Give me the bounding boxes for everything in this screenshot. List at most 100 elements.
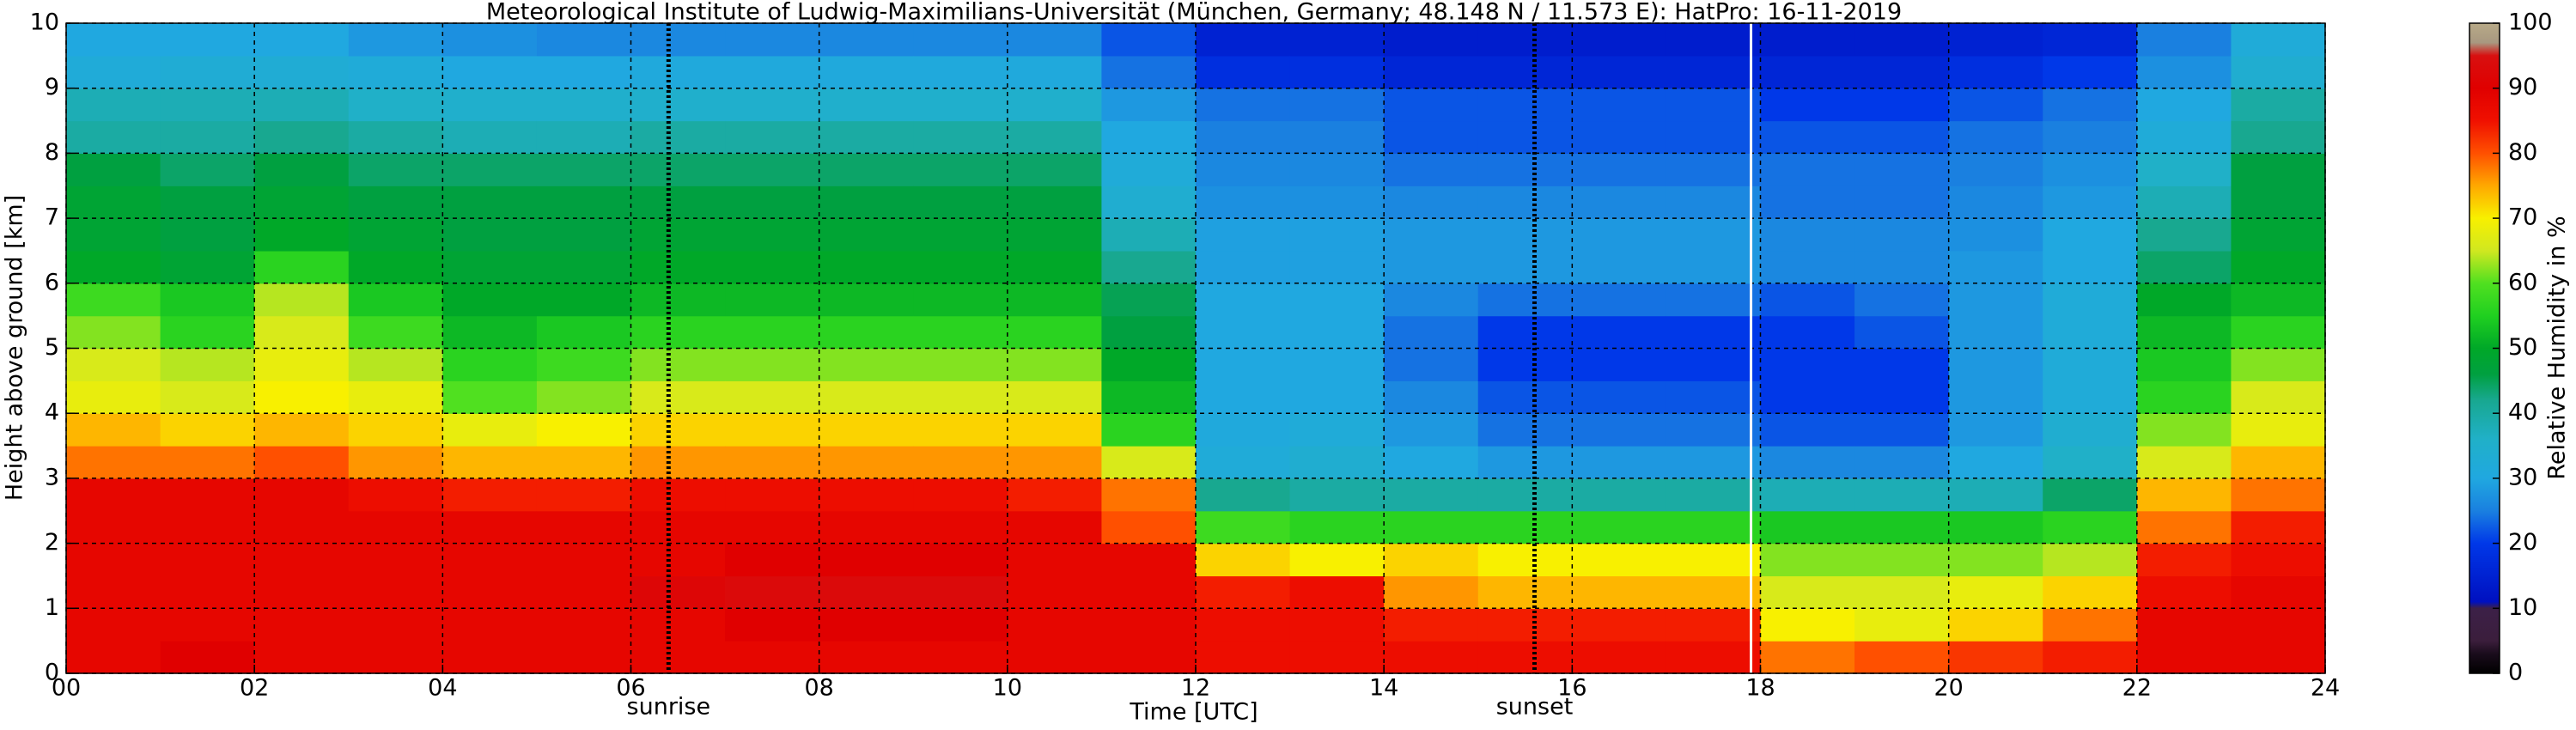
heatmap-cell [2043,283,2138,317]
heatmap-cell [66,641,161,674]
heatmap-cell [2136,348,2232,381]
heatmap-cell [1007,315,1103,350]
heatmap-cell [1196,218,1291,252]
heatmap-cell [913,23,1008,57]
heatmap-cell [2136,283,2232,317]
x-tick-label: 24 [2311,675,2340,702]
heatmap-cell [630,88,726,122]
heatmap-cell [630,413,726,447]
heatmap-cell [348,608,443,642]
heatmap-cell [1948,478,2043,512]
heatmap-cell [819,120,914,154]
heatmap-cell [630,543,726,577]
heatmap-cell [1384,510,1479,544]
heatmap-cell [725,641,820,674]
heatmap-cell [725,250,820,284]
heatmap-cell [348,186,443,219]
heatmap-cell [1196,608,1291,642]
heatmap-cell [1289,283,1385,317]
y-tick-label: 8 [45,139,59,166]
heatmap-cell [1666,315,1762,350]
heatmap-cell [160,153,255,186]
heatmap-cell [1666,186,1762,219]
heatmap-cell [2043,120,2138,154]
heatmap-cell [1760,283,1855,317]
heatmap-cell [1477,120,1573,154]
heatmap-cell [536,413,632,447]
heatmap-cell [536,641,632,674]
heatmap-cell [1101,478,1197,512]
x-tick-label: 08 [804,675,833,702]
heatmap-cell [2231,478,2326,512]
heatmap-cell [1572,250,1667,284]
y-tick-label: 4 [45,399,59,426]
heatmap-cell [913,608,1008,642]
heatmap-cell [1196,348,1291,381]
heatmap-cell [1760,380,1855,414]
heatmap-cell [819,380,914,414]
heatmap-cell [913,315,1008,350]
heatmap-cell [160,575,255,609]
heatmap-cell [1948,315,2043,350]
heatmap-cell [66,250,161,284]
y-tick-label: 6 [45,269,59,295]
heatmap-cell [1760,608,1855,642]
heatmap-cell [630,55,726,89]
heatmap-cell [442,380,538,414]
heatmap-cell [254,510,350,544]
heatmap-cell [2043,413,2138,447]
heatmap-cell [1948,348,2043,381]
heatmap-cell [2043,250,2138,284]
plot-frame [65,22,2326,674]
heatmap-cell [2231,153,2326,186]
heatmap-cell [2136,575,2232,609]
heatmap-cell [348,153,443,186]
heatmap-cell [725,218,820,252]
heatmap-cell [1196,446,1291,479]
heatmap-cell [1101,23,1197,57]
heatmap-cell [1007,153,1103,186]
x-tick-label: 16 [1557,675,1586,702]
heatmap-cell [1101,218,1197,252]
heatmap-cell [1948,250,2043,284]
heatmap-cell [536,218,632,252]
heatmap-cell [160,120,255,154]
colorbar-tick-label: 20 [2508,529,2537,556]
heatmap-cell [913,380,1008,414]
heatmap-cell [442,413,538,447]
heatmap-cell [1384,120,1479,154]
heatmap-cell [536,153,632,186]
heatmap-cell [2136,55,2232,89]
heatmap-cell [1101,575,1197,609]
heatmap-cell [1289,575,1385,609]
heatmap-cell [1007,575,1103,609]
heatmap-cell [1196,575,1291,609]
heatmap-cell [630,186,726,219]
heatmap-cell [1948,283,2043,317]
heatmap-cell [160,250,255,284]
heatmap-cell [1760,315,1855,350]
heatmap-cell [630,641,726,674]
y-tick-label: 10 [30,9,59,36]
heatmap-cell [913,510,1008,544]
colorbar-tick-label: 100 [2508,9,2553,36]
heatmap-cell [1948,23,2043,57]
heatmap-cell [2136,186,2232,219]
heatmap-cell [1477,315,1573,350]
heatmap-cell [66,510,161,544]
y-tick-label: 2 [45,529,59,556]
heatmap-cell [2043,575,2138,609]
heatmap-cell [1948,446,2043,479]
heatmap-cell [2136,153,2232,186]
heatmap-cell [1666,641,1762,674]
heatmap-cell [2043,446,2138,479]
heatmap-cell [1572,315,1667,350]
heatmap-cell [442,120,538,154]
heatmap-cell [725,283,820,317]
heatmap-cell [2136,641,2232,674]
heatmap-cell [913,446,1008,479]
heatmap-cell [1007,218,1103,252]
heatmap-cell [254,575,350,609]
heatmap-cell [1196,413,1291,447]
heatmap-cell [1760,413,1855,447]
